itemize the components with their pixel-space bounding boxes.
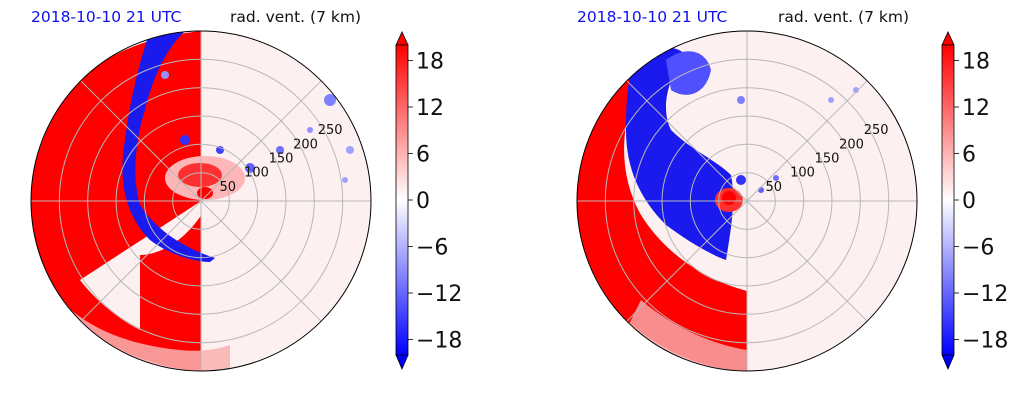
colorbar-tick-label: −12	[416, 282, 462, 307]
chart-title-time: 2018-10-10 21 UTC	[577, 8, 728, 26]
radial-tick-label: 200	[293, 137, 318, 152]
colorbar-tick-labels: 18 12 6 0 −6 −12 −18	[954, 50, 1008, 354]
colorbar-tick-label: 0	[962, 189, 976, 214]
radial-tick-label: 150	[815, 152, 840, 167]
radial-tick-label: 100	[244, 166, 269, 181]
right-chart-panel: 2018-10-10 21 UTC rad. vent. (7 km)	[546, 0, 1028, 401]
polar-frame	[30, 30, 372, 372]
colorbar-tick-label: −12	[962, 282, 1008, 307]
chart-title-variable: rad. vent. (7 km)	[778, 8, 909, 26]
chart-title-variable: rad. vent. (7 km)	[230, 8, 361, 26]
radial-tick-label: 50	[220, 180, 237, 195]
radial-tick-label: 250	[318, 123, 343, 138]
colorbar-tick-labels: 18 12 6 0 −6 −12 −18	[408, 50, 462, 354]
colorbar-tick-label: −6	[416, 236, 448, 261]
colorbar-tick-label: −6	[962, 236, 994, 261]
colorbar-tick-label: −18	[962, 329, 1008, 354]
radial-tick-label: 150	[269, 152, 294, 167]
left-chart-panel: 2018-10-10 21 UTC rad. vent. (7 km)	[30, 8, 462, 372]
chart-title-time: 2018-10-10 21 UTC	[31, 8, 182, 26]
colorbar-tick-label: 18	[416, 50, 444, 75]
colorbar-tick-label: −18	[416, 329, 462, 354]
radial-tick-label: 100	[790, 166, 815, 181]
colorbar-tick-label: 6	[962, 143, 976, 168]
radial-tick-label: 50	[766, 180, 783, 195]
colorbar-tick-label: 0	[416, 189, 430, 214]
radial-tick-label: 200	[839, 137, 864, 152]
colorbar: 18 12 6 0 −6 −12 −18	[395, 31, 462, 371]
colorbar-tick-label: 12	[416, 96, 444, 121]
polar-grid	[31, 31, 371, 371]
colorbar: 18 12 6 0 −6 −12 −18	[941, 31, 1008, 371]
polar-grid	[577, 31, 917, 371]
colorbar-tick-label: 18	[962, 50, 990, 75]
colorbar-tick-label: 12	[962, 96, 990, 121]
polar-frame	[576, 30, 918, 372]
colorbar-tick-label: 6	[416, 143, 430, 168]
radial-tick-label: 250	[864, 123, 889, 138]
